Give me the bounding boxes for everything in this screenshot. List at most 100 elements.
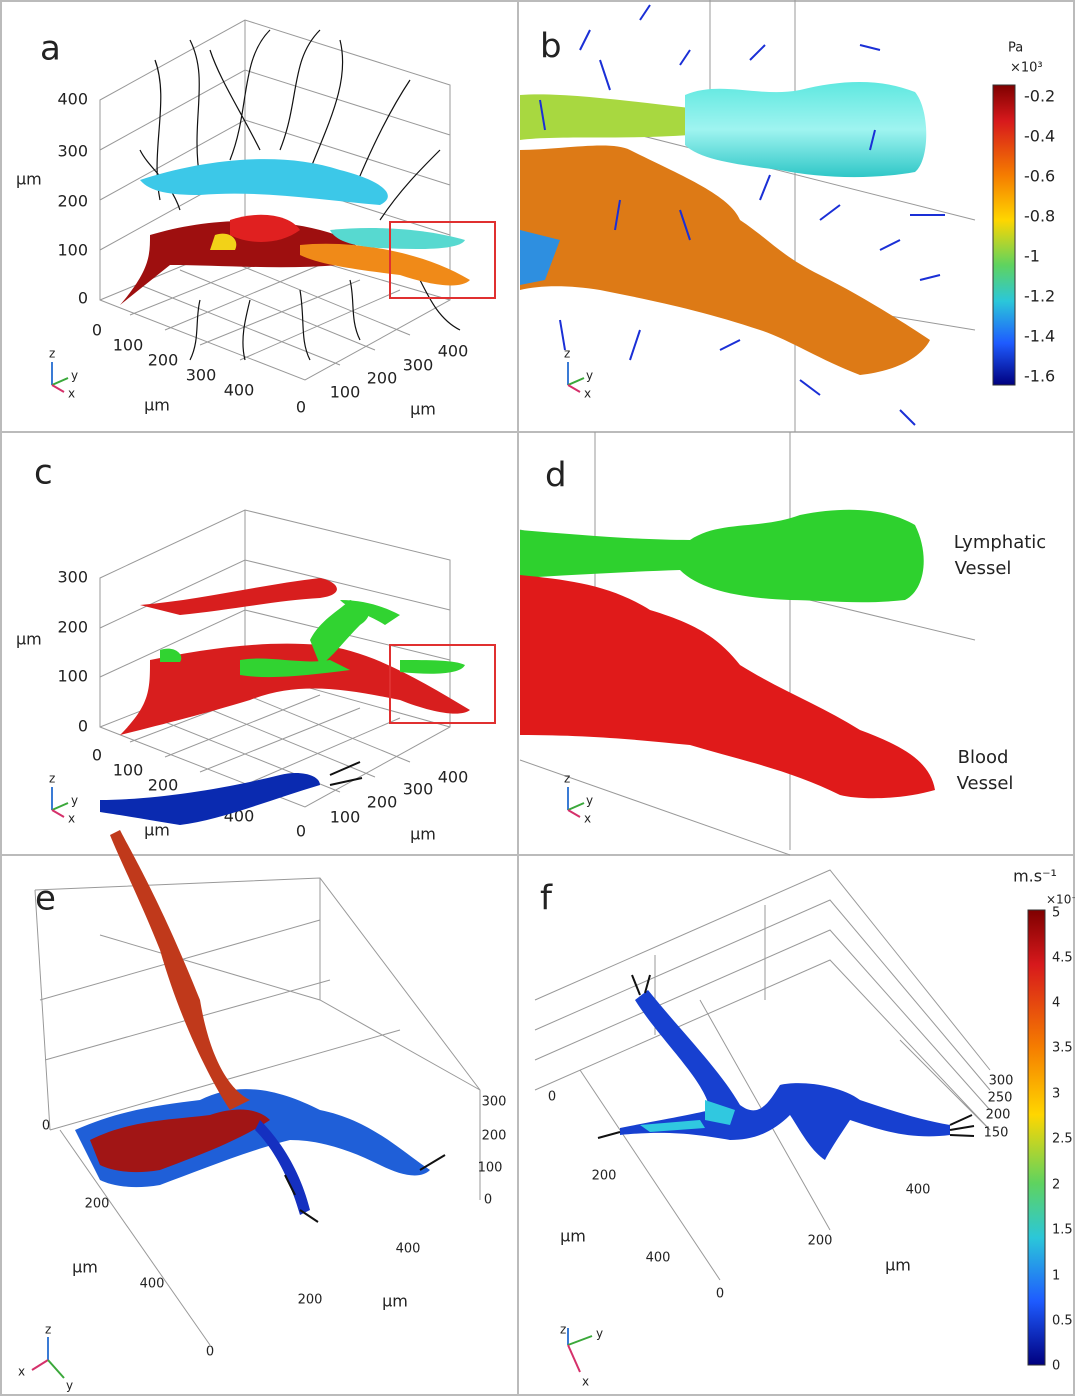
y-tick-label: 100 [330,383,361,402]
bottom-tick-label: 0 [206,1345,214,1360]
colorbar [1027,909,1046,1366]
z-tick-label: 300 [482,1095,507,1110]
vessel-label: Vessel [957,773,1014,794]
z-tick-label: 250 [988,1091,1013,1106]
colorbar-tick: -0.6 [1024,167,1055,186]
axis-unit: μm [410,825,436,844]
panel-e: e 300 200 100 0 0 200 400 μm 400 200 0 μ… [18,761,507,1393]
z-tick-label: 300 [57,142,88,161]
colorbar-tick: 1.5 [1052,1223,1073,1238]
axis-unit: μm [16,170,42,189]
zoom-box [389,644,496,724]
colorbar-unit: Pa [1008,41,1023,56]
z-tick-label: 0 [78,289,88,308]
axis-triad: z y x [49,347,78,401]
colorbar-tick: -1.4 [1024,327,1055,346]
triad-label: y [586,369,593,383]
x-tick-label: 200 [148,351,179,370]
axis-unit: μm [410,400,436,419]
z-tick-label: 300 [989,1074,1014,1089]
z-tick-label: 150 [984,1126,1009,1141]
axis-triad: z y x [564,347,593,401]
grid-box [99,19,451,381]
triad-label: z [49,772,55,786]
bottom-tick-label: 200 [808,1234,833,1249]
panel-label: a [40,29,61,69]
y-tick-label: 400 [438,768,469,787]
colorbar-tick: 0.5 [1052,1314,1073,1329]
colorbar-tick: 4.5 [1052,951,1073,966]
triad-label: x [584,387,591,401]
x-tick-label: 400 [224,381,255,400]
axis-triad: z y x [49,772,78,826]
axis-unit: μm [72,1258,98,1277]
colorbar-scale: ×10⁻⁴ [1046,893,1075,907]
triad-label: x [68,387,75,401]
colorbar-tick: 1 [1052,1269,1060,1284]
flow-arrows [539,4,945,426]
axis-triad: z y x [564,772,593,826]
axis-unit: μm [16,630,42,649]
axis-unit: μm [560,1227,586,1246]
x-tick-label: 100 [113,336,144,355]
bottom-tick-label: 0 [716,1287,724,1302]
y-tick-label: 0 [296,822,306,841]
y-tick-label: 200 [367,369,398,388]
x-tick-label: 100 [113,761,144,780]
triad-label: x [18,1365,25,1379]
axis-triad: z x y [18,1323,73,1393]
colorbar-tick: -0.2 [1024,87,1055,106]
panel-f: f m.s⁻¹ ×10⁻⁴ 5 4.5 4 3.5 3 2.5 2 1.5 1 … [534,867,1075,1389]
axis-unit: μm [382,1292,408,1311]
triad-label: z [564,347,570,361]
triad-label: y [71,369,78,383]
bottom-tick-label: 400 [906,1183,931,1198]
z-tick-label: 300 [57,568,88,587]
panel-c: c 300 200 100 0 μm 0 100 200 300 400 μm … [16,453,496,844]
y-tick-label: 0 [296,398,306,417]
z-tick-label: 200 [482,1129,507,1144]
triad-label: y [596,1327,603,1341]
triad-label: z [49,347,55,361]
triad-label: z [560,1323,566,1337]
panel-a: a 400 300 200 100 0 μm 0 100 200 300 400… [16,19,496,419]
colorbar-tick: 2 [1052,1178,1060,1193]
axis-triad: z y x [560,1323,603,1389]
triad-label: x [582,1375,589,1389]
z-tick-label: 0 [484,1193,492,1208]
x-tick-label: 300 [186,366,217,385]
triad-label: y [66,1379,73,1393]
colorbar-tick: 3.5 [1052,1041,1073,1056]
colorbar [992,84,1016,386]
x-tick-label: 0 [92,746,102,765]
axis-unit: μm [885,1256,911,1275]
x-tick-label: 0 [92,321,102,340]
axis-unit: μm [144,396,170,415]
panel-label: e [35,879,56,919]
y-tick-label: 200 [367,793,398,812]
left-tick-label: 200 [85,1197,110,1212]
colorbar-tick: 4 [1052,996,1060,1011]
colorbar-tick: 0 [1052,1359,1060,1374]
y-tick-label: 300 [403,356,434,375]
colorbar-unit: m.s⁻¹ [1013,867,1057,886]
left-tick-label: 200 [592,1169,617,1184]
bottom-tick-label: 400 [396,1242,421,1257]
triad-label: y [71,794,78,808]
panel-label: f [540,879,553,919]
colorbar-tick: 3 [1052,1087,1060,1102]
vessel-label: Lymphatic [954,532,1046,553]
bottom-tick-label: 200 [298,1293,323,1308]
zoom-box [389,221,496,299]
axis-unit: μm [144,821,170,840]
z-tick-label: 400 [57,90,88,109]
y-tick-label: 300 [403,780,434,799]
colorbar-tick: -1 [1024,247,1040,266]
z-tick-label: 200 [57,618,88,637]
triad-label: z [564,772,570,786]
panel-d: d Lymphatic Vessel Blood Vessel z y x [519,432,1046,856]
z-tick-label: 100 [57,667,88,686]
colorbar-tick: 2.5 [1052,1132,1073,1147]
z-tick-label: 200 [57,192,88,211]
